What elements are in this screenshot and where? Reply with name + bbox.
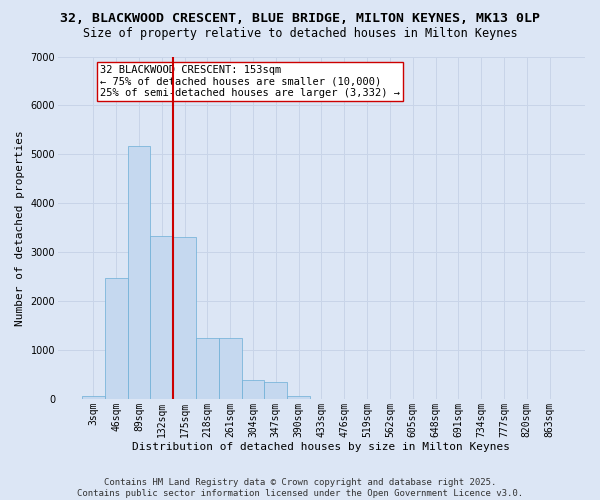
Bar: [82, 396, 105, 399]
Bar: [287, 396, 310, 399]
Text: Size of property relative to detached houses in Milton Keynes: Size of property relative to detached ho…: [83, 28, 517, 40]
Text: Contains HM Land Registry data © Crown copyright and database right 2025.
Contai: Contains HM Land Registry data © Crown c…: [77, 478, 523, 498]
Bar: [265, 382, 287, 399]
Y-axis label: Number of detached properties: Number of detached properties: [15, 130, 25, 326]
Bar: [128, 146, 151, 399]
Bar: [219, 338, 242, 399]
Text: 32 BLACKWOOD CRESCENT: 153sqm
← 75% of detached houses are smaller (10,000)
25% : 32 BLACKWOOD CRESCENT: 153sqm ← 75% of d…: [100, 65, 400, 98]
X-axis label: Distribution of detached houses by size in Milton Keynes: Distribution of detached houses by size …: [133, 442, 511, 452]
Bar: [105, 278, 128, 399]
Bar: [173, 238, 196, 399]
Bar: [151, 236, 173, 399]
Bar: [196, 338, 219, 399]
Text: 32, BLACKWOOD CRESCENT, BLUE BRIDGE, MILTON KEYNES, MK13 0LP: 32, BLACKWOOD CRESCENT, BLUE BRIDGE, MIL…: [60, 12, 540, 26]
Bar: [242, 380, 265, 399]
